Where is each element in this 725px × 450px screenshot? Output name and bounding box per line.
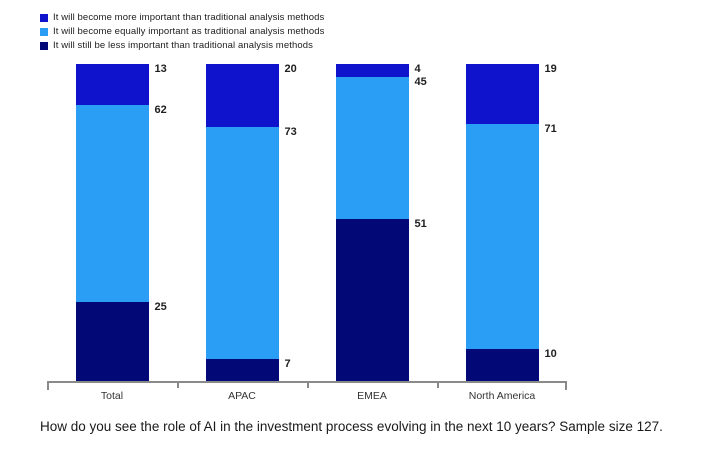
chart-caption: How do you see the role of AI in the inv… — [40, 419, 663, 434]
legend-label: It will become more important than tradi… — [53, 12, 325, 23]
chart-legend: It will become more important than tradi… — [40, 11, 324, 53]
x-axis-tick — [565, 381, 567, 390]
legend-item-less-important: It will still be less important than tra… — [40, 39, 324, 52]
bar-segment — [465, 64, 539, 125]
bar-segment — [205, 64, 279, 128]
bar-segment — [205, 127, 279, 359]
bar-value-label: 10 — [544, 348, 557, 361]
bar-value-label: 20 — [284, 63, 297, 75]
legend-swatch-less-important-icon — [40, 41, 48, 50]
bar-value-label: 25 — [154, 300, 167, 313]
bar-value-label: 62 — [154, 104, 167, 117]
bar-value-label: 19 — [544, 63, 557, 75]
legend-swatch-equally-important-icon — [40, 27, 48, 36]
category-axis-label: Total — [100, 390, 124, 402]
bar-value-label: 71 — [544, 123, 557, 136]
legend-label: It will still be less important than tra… — [53, 40, 313, 51]
bar-segment — [75, 105, 149, 302]
bar-value-label: 73 — [284, 126, 297, 139]
x-axis-tick — [437, 381, 439, 388]
bar-value-label: 13 — [154, 63, 167, 75]
bar-segment — [205, 358, 279, 381]
legend-item-equally-important: It will become equally important as trad… — [40, 25, 324, 38]
category-axis-label: North America — [468, 390, 536, 402]
bar-segment — [465, 349, 539, 381]
bar-segment — [75, 64, 149, 106]
bar-segment — [75, 301, 149, 381]
bar-value-label: 45 — [414, 75, 427, 88]
bar-value-label: 7 — [284, 357, 291, 370]
x-axis-tick — [47, 381, 49, 390]
bar-segment — [335, 64, 409, 77]
legend-label: It will become equally important as trad… — [53, 26, 325, 37]
x-axis-tick — [177, 381, 179, 388]
x-axis-tick — [307, 381, 309, 388]
bar-segment — [335, 76, 409, 220]
bar-segment — [465, 124, 539, 350]
category-axis-label: EMEA — [357, 390, 387, 402]
bar-segment — [335, 219, 409, 381]
legend-item-more-important: It will become more important than tradi… — [40, 11, 324, 24]
category-axis-label: APAC — [228, 390, 256, 402]
bar-value-label: 4 — [414, 63, 421, 75]
bar-value-label: 51 — [414, 218, 427, 231]
legend-swatch-more-important-icon — [40, 13, 48, 22]
